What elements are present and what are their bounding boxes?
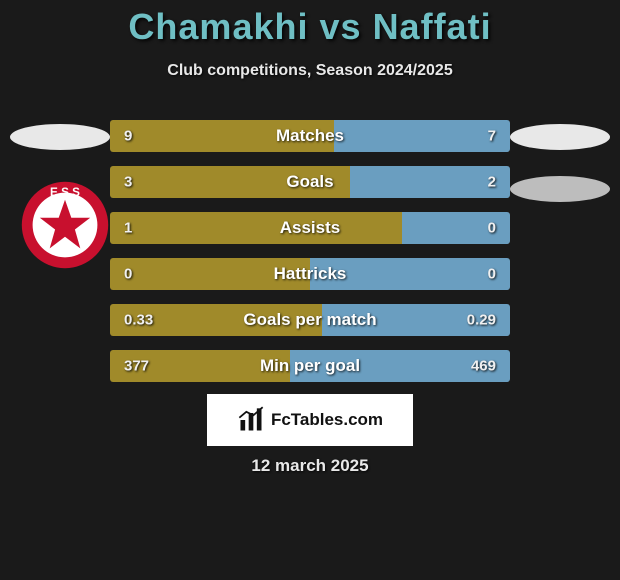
title-player1: Chamakhi: [128, 6, 308, 47]
bar-seg-left: [110, 258, 310, 290]
page-title: Chamakhi vs Naffati: [0, 0, 620, 48]
bar-seg-right: [350, 166, 510, 198]
bar-seg-left: [110, 120, 334, 152]
bar-seg-left: [110, 304, 322, 336]
bar-row: Goals per match0.330.29: [110, 304, 510, 336]
crest-text: E.S.S: [50, 186, 80, 199]
bar-row: Matches97: [110, 120, 510, 152]
bar-seg-left: [110, 166, 350, 198]
placeholder-ellipse-right-2: [510, 176, 610, 202]
bar-row: Min per goal377469: [110, 350, 510, 382]
bar-seg-right: [402, 212, 510, 244]
bar-row: Goals32: [110, 166, 510, 198]
bar-seg-left: [110, 350, 290, 382]
brand-text: FcTables.com: [271, 410, 383, 430]
bar-seg-right: [334, 120, 510, 152]
crest-svg: E.S.S: [20, 180, 110, 270]
club-crest: E.S.S: [20, 180, 110, 270]
comparison-bars: Matches97 Goals32 Assists10 Hattricks00 Goal…: [110, 120, 510, 396]
chart-bars-icon: [237, 406, 265, 434]
bar-seg-right: [310, 258, 510, 290]
bar-row: Hattricks00: [110, 258, 510, 290]
bar-seg-right: [290, 350, 510, 382]
bar-seg-right: [322, 304, 510, 336]
placeholder-ellipse-right-1: [510, 124, 610, 150]
subtitle: Club competitions, Season 2024/2025: [0, 62, 620, 80]
title-vs: vs: [320, 6, 362, 47]
bar-row: Assists10: [110, 212, 510, 244]
date-text: 12 march 2025: [0, 456, 620, 476]
brand-box: FcTables.com: [207, 394, 413, 446]
title-player2: Naffati: [373, 6, 492, 47]
placeholder-ellipse-left: [10, 124, 110, 150]
bar-seg-left: [110, 212, 402, 244]
